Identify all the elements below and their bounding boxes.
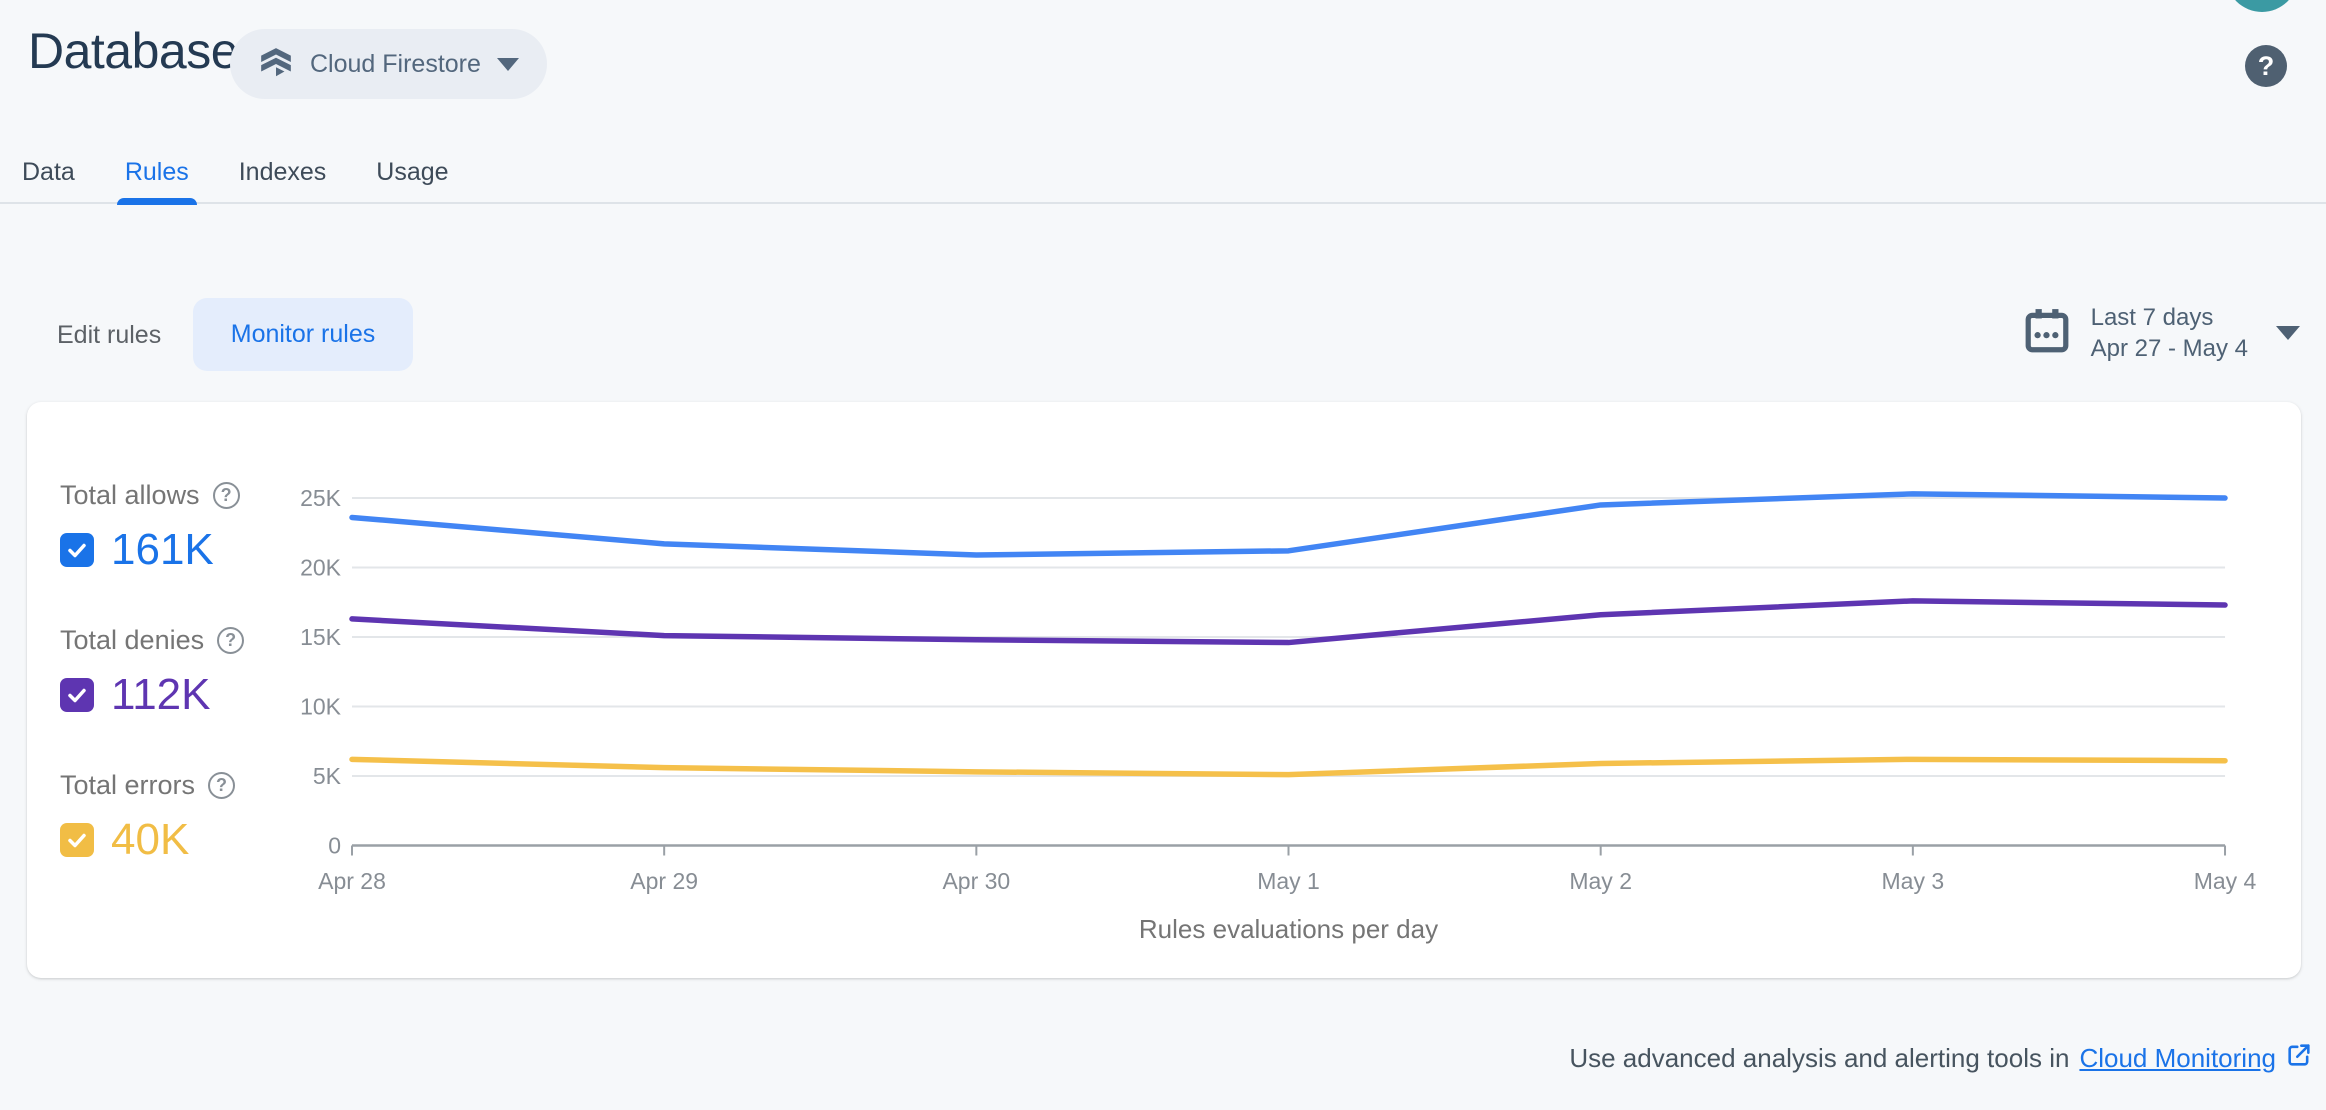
page-title: Database (28, 23, 239, 79)
help-tooltip-icon[interactable]: ? (208, 772, 236, 799)
tab-rules[interactable]: Rules (116, 142, 197, 205)
legend-label: Total denies (60, 625, 205, 655)
y-axis-label: 5K (313, 763, 342, 789)
y-axis-label: 0 (328, 833, 341, 859)
database-product-selector[interactable]: Cloud Firestore (230, 29, 547, 99)
date-range-preset: Last 7 days (2090, 304, 2214, 331)
x-axis-label: Apr 30 (942, 868, 1010, 894)
chevron-down-icon (2276, 326, 2300, 340)
firestore-icon (258, 45, 294, 84)
calendar-icon (2023, 307, 2071, 360)
edit-rules-button[interactable]: Edit rules (57, 321, 162, 349)
legend-entry-total-errors: Total errors ? 40K (60, 770, 330, 865)
legend-label: Total allows (60, 480, 200, 510)
total-errors-value: 40K (111, 815, 190, 864)
rules-monitor-card: Total allows ? 161K Total denies ? 112K … (27, 402, 2301, 978)
chevron-down-icon (496, 57, 519, 71)
total-allows-value: 161K (111, 525, 214, 574)
cloud-monitoring-link[interactable]: Cloud Monitoring (2079, 1041, 2313, 1076)
total-denies-checkbox[interactable] (60, 678, 94, 712)
product-selector-label: Cloud Firestore (310, 49, 481, 78)
date-range-dates: Apr 27 - May 4 (2090, 335, 2248, 362)
y-axis-label: 25K (300, 485, 342, 511)
x-axis-label: May 2 (1569, 868, 1632, 894)
external-link-icon (2285, 1041, 2313, 1076)
checkmark-icon (68, 688, 86, 703)
x-axis-label: Apr 28 (318, 868, 386, 894)
series-line-total-allows (349, 491, 2228, 558)
y-axis-label: 10K (300, 694, 342, 720)
legend-label: Total errors (60, 770, 196, 800)
user-avatar[interactable] (2226, 0, 2298, 12)
chart-caption: Rules evaluations per day (1138, 914, 1439, 944)
legend-entry-total-allows: Total allows ? 161K (60, 480, 330, 575)
total-denies-value: 112K (111, 670, 211, 719)
y-axis-label: 15K (300, 624, 342, 650)
tab-indexes[interactable]: Indexes (238, 158, 327, 186)
total-allows-checkbox[interactable] (60, 533, 94, 567)
total-errors-checkbox[interactable] (60, 823, 94, 857)
rules-evaluations-chart[interactable]: 0 5K 10K 15K 20K 25K Apr 28 Apr 29 Apr 30 May 1 Ma… (280, 462, 2270, 902)
x-axis-label: May 1 (1257, 868, 1320, 894)
help-button[interactable]: ? (2245, 45, 2287, 87)
legend-entry-total-denies: Total denies ? 112K (60, 625, 330, 720)
tab-data[interactable]: Data (22, 158, 75, 186)
help-tooltip-icon[interactable]: ? (212, 482, 240, 509)
date-range-selector[interactable]: Last 7 days Apr 27 - May 4 (2023, 300, 2300, 366)
y-axis-label: 20K (300, 555, 342, 581)
checkmark-icon (68, 833, 86, 848)
tab-usage[interactable]: Usage (376, 158, 449, 186)
help-tooltip-icon[interactable]: ? (217, 627, 245, 654)
series-line-total-denies (349, 598, 2228, 646)
footer-note: Use advanced analysis and alerting tools… (1569, 1041, 2313, 1076)
x-axis-label: May 3 (1882, 868, 1945, 894)
x-axis-label: May 4 (2194, 868, 2257, 894)
footer-text: Use advanced analysis and alerting tools… (1569, 1043, 2070, 1073)
tab-bar: Data Rules Indexes Usage (0, 142, 2326, 205)
checkmark-icon (68, 543, 86, 558)
x-axis-label: Apr 29 (630, 868, 698, 894)
series-line-total-errors (349, 756, 2228, 778)
monitor-rules-button[interactable]: Monitor rules (193, 298, 413, 371)
question-mark-icon: ? (2257, 50, 2275, 81)
